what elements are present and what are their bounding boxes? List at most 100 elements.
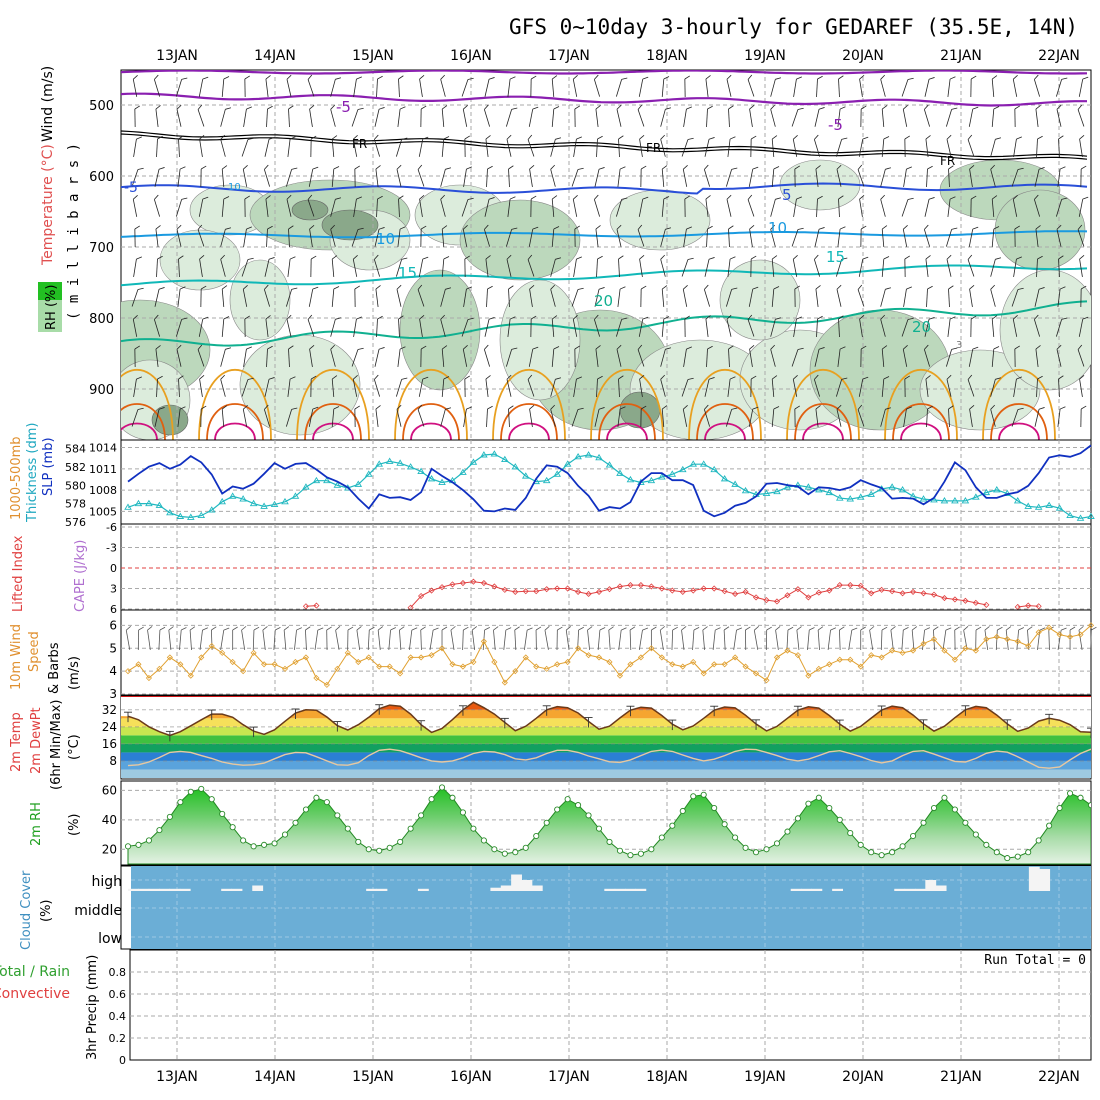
barb-staff: [967, 139, 975, 157]
wind-barb: [991, 226, 1000, 248]
wind-barb: [837, 226, 846, 247]
wind-barb: [703, 404, 711, 427]
wind-barb: [1034, 167, 1045, 187]
wind-barb: [593, 314, 601, 337]
wind-barb: [132, 74, 138, 97]
barb-flag: [291, 407, 298, 410]
barb-staff: [945, 229, 953, 247]
upper-gridlines: [121, 70, 1091, 440]
temp-tick-label: 8: [109, 754, 117, 768]
temp-color-band: [121, 769, 1091, 778]
surface-wind-barb: [523, 627, 533, 650]
barb-flag: [860, 105, 867, 110]
barb-staff: [417, 169, 425, 187]
wind-barb: [661, 76, 670, 98]
barb-flag: [621, 627, 627, 631]
barb-staff: [156, 138, 158, 158]
barb-flag: [264, 284, 269, 290]
rh-point: [281, 831, 289, 838]
barb-flag: [880, 74, 886, 80]
barb-staff: [733, 630, 737, 650]
li-tick-label: -6: [106, 521, 117, 534]
barb-flag: [155, 105, 161, 110]
barb-flag: [793, 374, 798, 380]
surface-wind-barb: [305, 626, 311, 651]
surface-wind-barb: [565, 626, 572, 650]
barb-flag: [445, 407, 452, 410]
barb-staff: [617, 169, 621, 187]
lifted-index-point: [480, 579, 487, 587]
barb-staff: [441, 348, 445, 368]
barb-staff: [221, 198, 225, 218]
wind-barb: [200, 405, 207, 428]
barb-flag: [594, 74, 599, 80]
wind-barb: [1034, 287, 1045, 307]
barb-staff: [857, 409, 865, 427]
wind-barb: [1034, 407, 1045, 427]
wind-barb: [375, 165, 381, 187]
rh-point: [679, 807, 686, 815]
barb-flag: [178, 375, 184, 380]
barb-staff: [265, 79, 269, 97]
surface-wind-barb: [933, 626, 939, 651]
barb-flag: [244, 75, 251, 80]
thickness-tick-label: 578: [65, 498, 86, 511]
barb-staff: [1079, 139, 1083, 157]
wind-barb: [199, 375, 205, 397]
barb-staff: [527, 259, 535, 277]
rh-point: [910, 832, 917, 840]
barb-staff: [682, 409, 688, 427]
wind-barb: [508, 285, 514, 308]
barb-flag: [990, 284, 996, 290]
wind-barb: [1055, 317, 1068, 337]
barb-flag: [771, 375, 778, 380]
barb-flag: [750, 375, 757, 380]
wind-barb: [660, 374, 666, 397]
barb-staff: [1012, 319, 1018, 337]
wind-barb: [220, 134, 226, 157]
wind-barb: [616, 104, 622, 127]
wind-barb: [946, 134, 952, 157]
wind-barb: [418, 136, 429, 157]
wind-barb: [397, 346, 406, 367]
barb-flag: [265, 315, 271, 320]
w10-y-label-a: 10m Wind: [9, 624, 24, 690]
rh-y-label-a: 2m RH: [29, 802, 44, 846]
wind-speed-point: [208, 642, 215, 650]
barb-staff: [243, 229, 247, 247]
lifted-index-point: [836, 582, 843, 589]
barb-staff: [462, 109, 468, 127]
barb-staff: [615, 79, 623, 97]
barb-flag: [665, 227, 672, 230]
barb-flag: [729, 136, 736, 140]
barb-flag: [984, 626, 990, 631]
surface-wind-barb: [618, 627, 627, 650]
wind-barb: [263, 284, 271, 307]
dewpoint-line: [127, 748, 1091, 769]
surface-wind-barbs: [125, 626, 1097, 651]
temperature-contours: [121, 70, 1088, 440]
barb-flag: [663, 196, 670, 200]
barb-staff: [242, 409, 248, 427]
barb-flag: [771, 135, 778, 140]
wind-barb: [904, 255, 911, 278]
barb-staff: [484, 319, 490, 337]
rh-shading-core: [321, 209, 379, 241]
wind-barb: [463, 286, 472, 307]
barb-flag: [220, 374, 226, 380]
barb-staff: [902, 349, 908, 367]
wind-barb: [178, 375, 184, 398]
wind-barb: [398, 75, 404, 98]
wind-barb: [197, 224, 205, 247]
barb-staff: [482, 629, 485, 651]
wind-barb: [572, 314, 578, 337]
wind-barb: [815, 285, 821, 307]
barb-flag: [307, 194, 313, 200]
rh-point: [428, 796, 435, 803]
rh-point: [794, 815, 801, 822]
barb-flag: [422, 256, 429, 260]
barb-staff: [791, 229, 799, 247]
barb-flag: [1027, 626, 1033, 631]
barb-flag: [440, 74, 446, 80]
